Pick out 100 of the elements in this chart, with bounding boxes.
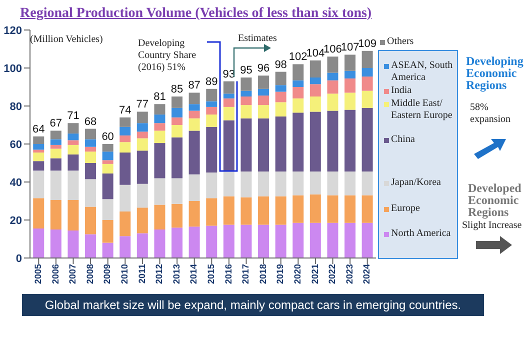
bar — [33, 170, 44, 198]
x-tick-label: 2020 — [292, 264, 303, 284]
x-tick-label: 2007 — [68, 264, 78, 284]
bar — [206, 172, 218, 198]
x-tick-label: 2005 — [33, 264, 44, 284]
total-label: 64 — [32, 123, 45, 136]
x-tick-label: 2018 — [258, 264, 268, 284]
bar — [275, 196, 286, 225]
bar — [310, 96, 321, 112]
bar — [50, 148, 62, 158]
bar — [240, 96, 252, 106]
x-tick-label: 2022 — [327, 264, 338, 284]
bar — [102, 220, 114, 243]
total-label: 67 — [50, 118, 62, 130]
bar — [310, 60, 321, 78]
total-label: 81 — [154, 91, 166, 104]
total-label: 106 — [324, 44, 342, 56]
x-tick-label: 2011 — [136, 264, 147, 284]
bar — [258, 76, 270, 89]
total-label: 102 — [288, 51, 308, 64]
total-label: 107 — [340, 42, 360, 54]
bar — [68, 144, 79, 154]
bar — [292, 80, 304, 87]
bar — [223, 224, 234, 258]
legend-label: Japan/Korea — [391, 177, 441, 190]
bar — [292, 222, 304, 258]
bar — [102, 144, 114, 152]
bar — [172, 204, 183, 228]
bar — [154, 130, 166, 144]
bar — [362, 50, 373, 68]
bar — [50, 144, 62, 149]
y-tick-label: 60 — [10, 138, 22, 151]
bar — [188, 110, 200, 118]
legend-label: Middle East/ Eastern Europe — [391, 98, 454, 122]
bar — [120, 142, 131, 153]
bar — [85, 179, 96, 207]
bar — [310, 112, 321, 172]
bar — [154, 204, 166, 230]
bar — [172, 96, 183, 108]
bar — [344, 92, 356, 110]
x-tick-label: 2017 — [240, 264, 251, 284]
bar — [33, 152, 44, 162]
bar — [362, 90, 373, 108]
total-label: 87 — [188, 80, 200, 92]
text: 58% expansion — [470, 102, 512, 126]
bar — [327, 110, 338, 172]
bar — [50, 139, 62, 145]
bar — [120, 117, 131, 127]
bar — [102, 242, 114, 258]
x-tick-label: 2016 — [223, 264, 234, 284]
total-label: 104 — [306, 47, 325, 60]
bar — [310, 84, 321, 96]
bar — [120, 236, 131, 258]
bar — [85, 139, 96, 147]
bar — [85, 128, 96, 140]
y-tick-label: 80 — [10, 100, 22, 113]
bar — [275, 224, 286, 258]
bar — [258, 224, 270, 258]
bar — [206, 198, 218, 226]
bar — [258, 96, 270, 106]
bar — [223, 98, 234, 107]
bar — [362, 76, 373, 91]
bar — [223, 94, 234, 98]
bar — [68, 123, 79, 134]
bar — [188, 174, 200, 201]
x-tick-label: 2024 — [362, 264, 372, 284]
bar — [327, 72, 338, 80]
bar — [102, 173, 114, 200]
bar — [136, 138, 148, 151]
bar — [310, 194, 321, 223]
bar — [223, 196, 234, 225]
bar — [258, 172, 270, 196]
bar — [362, 172, 373, 196]
bar — [223, 120, 234, 172]
bar — [172, 117, 183, 125]
bar — [223, 172, 234, 196]
bar — [172, 137, 183, 178]
x-tick-label: 2014 — [188, 264, 199, 284]
bar — [102, 199, 114, 220]
bar — [258, 196, 270, 225]
bar — [188, 226, 200, 258]
text: Developing Economic Regions — [466, 54, 524, 92]
bar — [292, 112, 304, 172]
bar — [68, 200, 79, 230]
total-label: 96 — [257, 62, 270, 75]
bar — [344, 70, 356, 78]
x-tick-label: 2021 — [310, 264, 320, 284]
bar — [50, 230, 62, 258]
bar — [172, 228, 183, 258]
bar — [292, 195, 304, 223]
total-label: 71 — [67, 110, 80, 122]
bar — [206, 126, 218, 172]
bar — [258, 118, 270, 172]
bar — [240, 105, 252, 118]
bar — [206, 101, 218, 107]
bar — [344, 172, 356, 196]
y-tick-label: 20 — [10, 214, 22, 227]
bar — [275, 92, 286, 102]
legend-label: North America — [391, 228, 451, 240]
text: Slight Increase — [462, 220, 522, 231]
